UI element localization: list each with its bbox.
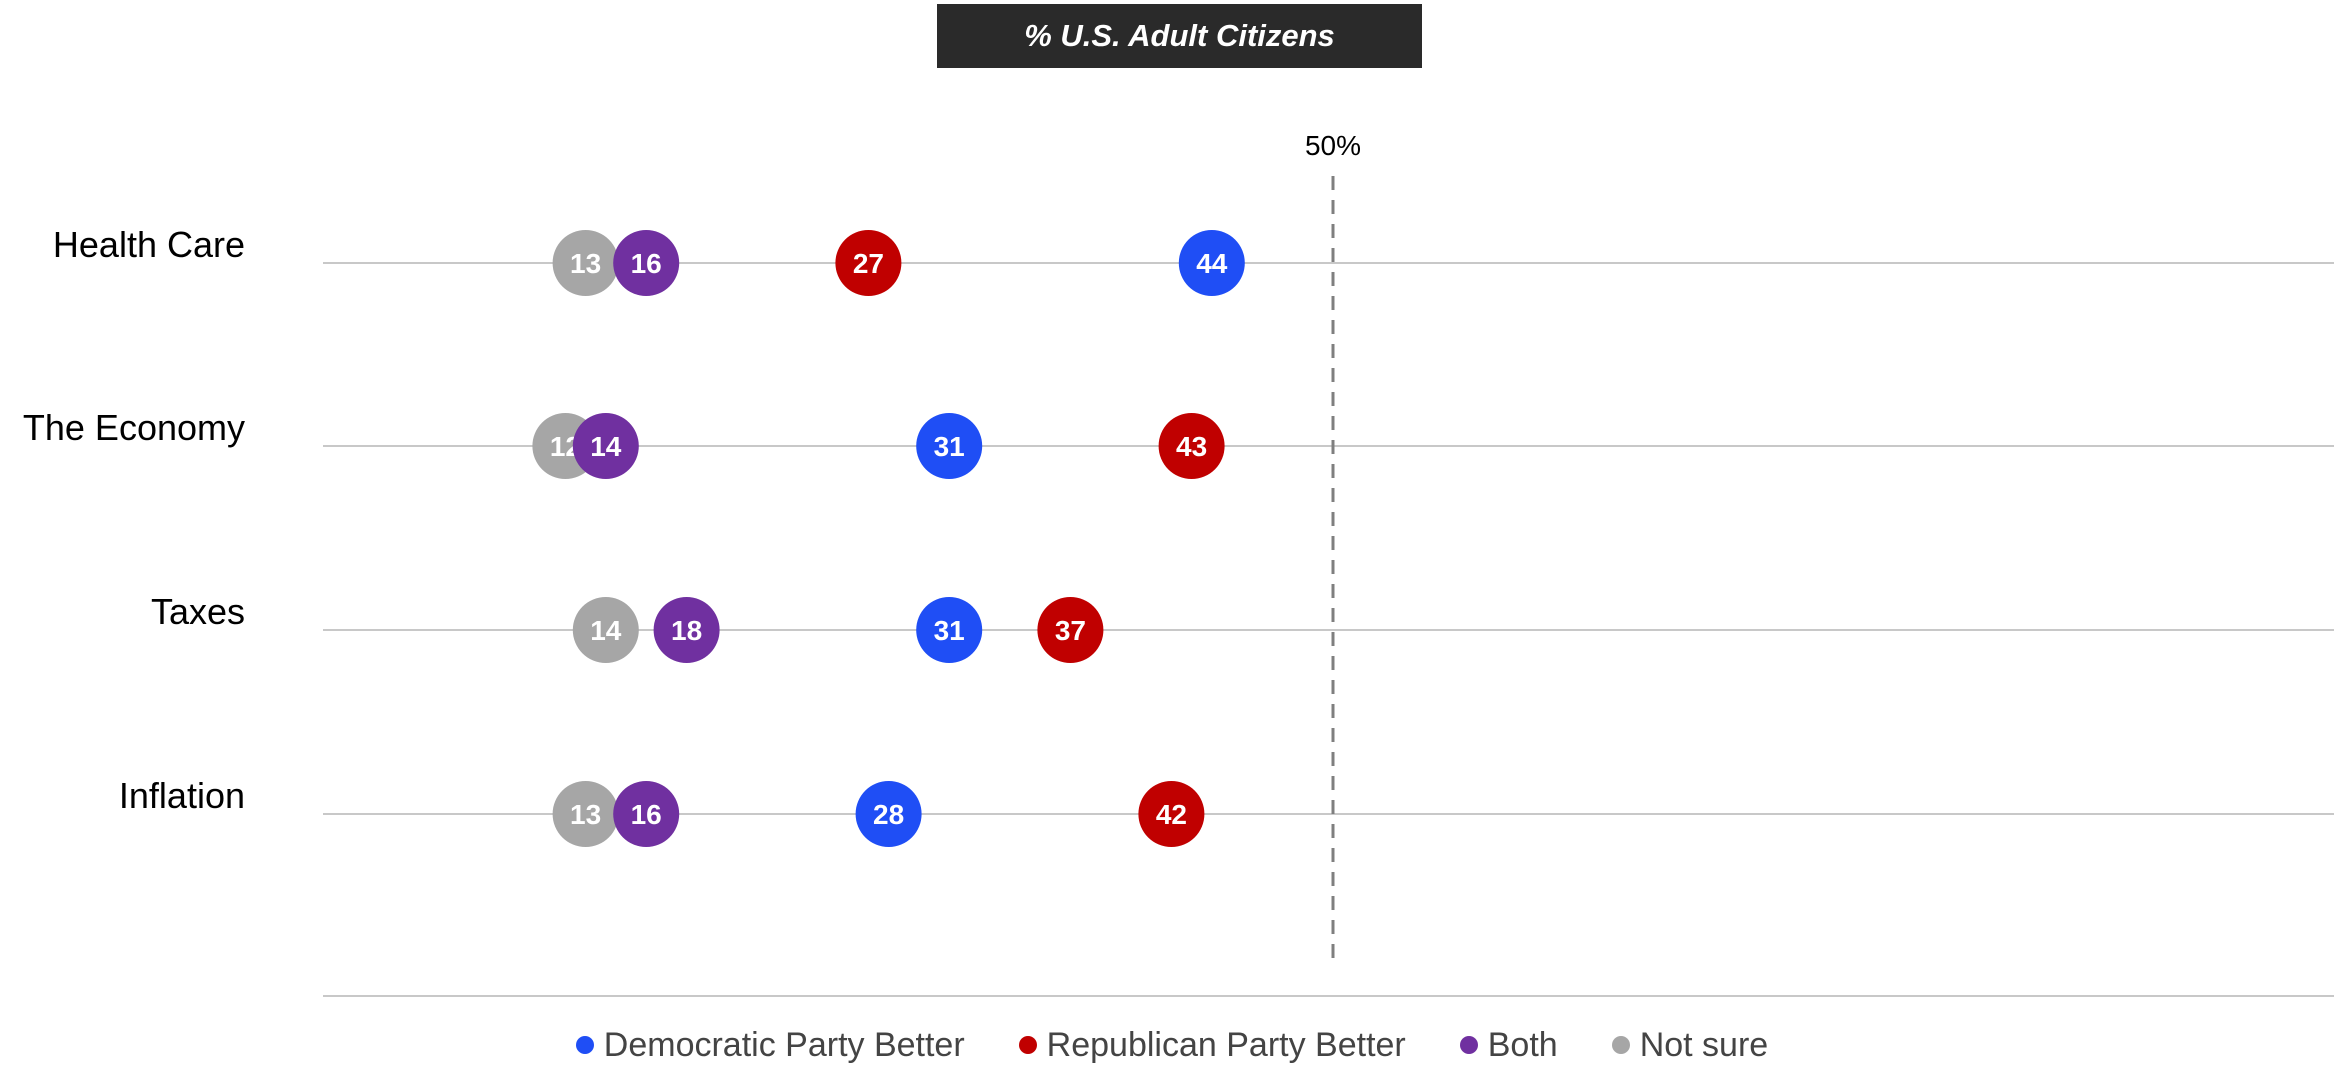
legend-label: Democratic Party Better [603, 1025, 965, 1064]
category-label: Taxes [151, 591, 245, 632]
legend: Democratic Party Better Republican Party … [0, 1024, 2344, 1066]
legend-label: Both [1487, 1025, 1558, 1064]
legend-item: Not sure [1611, 1025, 1769, 1065]
legend-label: Republican Party Better [1046, 1025, 1406, 1064]
data-label: 44 [1196, 248, 1228, 279]
data-label: 13 [570, 799, 601, 830]
data-label: 37 [1055, 615, 1086, 646]
dot-democratic-party-better [1178, 230, 1245, 296]
legend-item: Both [1459, 1025, 1558, 1065]
data-label: 43 [1176, 431, 1207, 462]
dot-not-sure [572, 597, 639, 663]
dot-republican-party-better [1158, 413, 1225, 479]
dot-republican-party-better [835, 230, 902, 296]
data-label: 28 [873, 799, 904, 830]
dot-both [572, 413, 639, 479]
legend-swatch [1611, 1036, 1630, 1054]
data-label: 16 [631, 799, 662, 830]
legend-swatch [1459, 1036, 1478, 1054]
data-label: 31 [934, 615, 965, 646]
chart-title: % U.S. Adult Citizens [937, 4, 1422, 68]
category-label: Inflation [119, 775, 245, 816]
dot-democratic-party-better [855, 781, 922, 847]
data-label: 18 [671, 615, 702, 646]
legend-item: Democratic Party Better [575, 1025, 965, 1065]
data-label: 13 [570, 248, 601, 279]
category-label: The Economy [23, 407, 245, 448]
reference-line-label: 50% [1305, 130, 1361, 161]
data-label: 16 [631, 248, 662, 279]
data-label: 27 [853, 248, 884, 279]
data-label: 31 [934, 431, 965, 462]
data-label: 14 [590, 431, 622, 462]
legend-item: Republican Party Better [1018, 1025, 1406, 1065]
data-label: 42 [1156, 799, 1187, 830]
dot-both [613, 781, 680, 847]
dot-both [653, 597, 720, 663]
dot-not-sure [552, 230, 619, 296]
dot-both [613, 230, 680, 296]
dot-democratic-party-better [916, 413, 983, 479]
dot-republican-party-better [1138, 781, 1205, 847]
dot-not-sure [552, 781, 619, 847]
legend-label: Not sure [1639, 1025, 1769, 1064]
dot-republican-party-better [1037, 597, 1104, 663]
dot-democratic-party-better [916, 597, 983, 663]
category-label: Health Care [53, 224, 245, 265]
legend-swatch [575, 1036, 594, 1054]
legend-swatch [1018, 1036, 1037, 1054]
data-label: 14 [590, 615, 622, 646]
